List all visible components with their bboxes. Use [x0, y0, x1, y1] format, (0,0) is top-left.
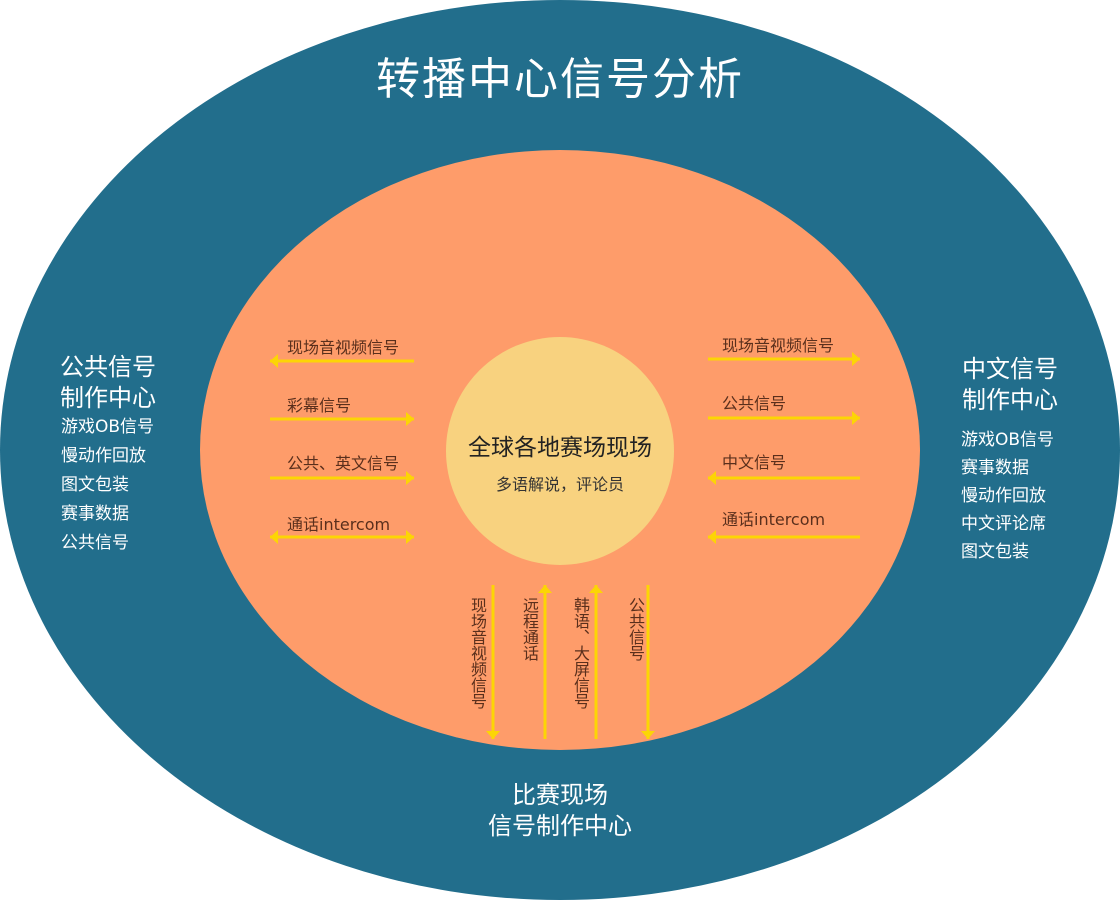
bottom-arrow-label: 远程通话: [520, 597, 539, 661]
right-arrow: [708, 530, 860, 544]
bottom-block-title: 比赛现场 信号制作中心: [460, 780, 660, 842]
right-block-title-line1: 中文信号: [962, 355, 1058, 383]
left-block-item: 图文包装: [61, 475, 129, 495]
right-arrow: [708, 411, 860, 425]
right-arrow: [708, 471, 860, 485]
left-arrow: [270, 354, 414, 368]
left-block-item: 公共信号: [61, 533, 129, 553]
right-block-title: 中文信号 制作中心: [962, 354, 1058, 416]
bottom-block-title-line2: 信号制作中心: [488, 812, 632, 840]
left-block-title-line1: 公共信号: [60, 353, 156, 381]
left-block-item: 游戏OB信号: [61, 417, 155, 437]
right-block-item: 游戏OB信号: [961, 430, 1055, 450]
left-block-title-line2: 制作中心: [60, 384, 156, 412]
right-block-item: 中文评论席: [961, 514, 1046, 534]
right-block-title-line2: 制作中心: [962, 386, 1058, 414]
inner-circle: [446, 337, 674, 565]
bottom-block-title-line1: 比赛现场: [512, 781, 608, 809]
right-block-item: 图文包装: [961, 542, 1029, 562]
arrows-layer: [270, 352, 860, 739]
bottom-arrow: [589, 585, 603, 739]
left-block-item: 赛事数据: [61, 504, 129, 524]
left-arrow: [270, 530, 414, 544]
right-arrow-label: 现场音视频信号: [722, 336, 835, 355]
left-arrow: [270, 471, 414, 485]
left-arrow-label: 现场音视频信号: [287, 338, 400, 357]
left-block-item: 慢动作回放: [61, 446, 146, 466]
left-arrow-label: 通话intercom: [287, 515, 391, 534]
bottom-arrow: [486, 585, 500, 739]
bottom-arrow: [538, 585, 552, 739]
bottom-arrow-label: 韩语、大屏信号: [571, 597, 590, 709]
right-arrow: [708, 352, 860, 366]
page-title: 转播中心信号分析: [376, 54, 744, 105]
left-block-title: 公共信号 制作中心: [60, 352, 156, 414]
left-block-list: 游戏OB信号 慢动作回放 图文包装 赛事数据 公共信号: [61, 413, 154, 558]
center-title: 全球各地赛场现场: [468, 435, 652, 461]
right-arrow-label: 通话intercom: [722, 510, 826, 529]
left-arrow-label: 彩幕信号: [287, 396, 352, 415]
left-arrow-label: 公共、英文信号: [287, 454, 400, 473]
right-arrow-label: 公共信号: [722, 394, 787, 413]
center-subtitle: 多语解说，评论员: [495, 475, 624, 494]
right-block-item: 赛事数据: [961, 458, 1029, 478]
left-arrow: [270, 412, 414, 426]
right-block-list: 游戏OB信号 赛事数据 慢动作回放 中文评论席 图文包装: [961, 426, 1054, 566]
bottom-arrow-label: 公共信号: [626, 597, 645, 661]
right-arrow-label: 中文信号: [722, 453, 787, 472]
right-block-item: 慢动作回放: [961, 486, 1046, 506]
bottom-arrow: [641, 585, 655, 739]
bottom-arrow-label: 现场音视频信号: [468, 597, 487, 709]
